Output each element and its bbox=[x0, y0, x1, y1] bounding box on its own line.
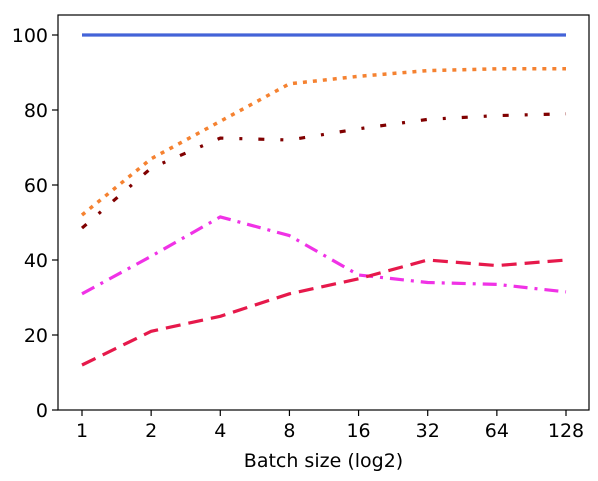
y-tick-label: 0 bbox=[36, 400, 48, 422]
y-tick-label: 60 bbox=[24, 175, 48, 197]
series-line-4 bbox=[81, 215, 567, 296]
x-tick-label: 16 bbox=[346, 420, 370, 442]
series-line-2 bbox=[80, 67, 566, 217]
x-axis: 1 2 4 8 16 32 64 128 bbox=[76, 410, 584, 442]
series-layer bbox=[80, 33, 567, 367]
y-tick-label: 80 bbox=[24, 100, 48, 122]
series-line-5 bbox=[81, 258, 567, 367]
y-axis: 0 20 40 60 80 100 bbox=[12, 25, 58, 422]
x-tick-label: 2 bbox=[145, 420, 157, 442]
series-line-3 bbox=[80, 112, 567, 230]
y-tick-label: 20 bbox=[24, 325, 48, 347]
x-tick-label: 64 bbox=[485, 420, 509, 442]
x-tick-label: 4 bbox=[214, 420, 226, 442]
y-tick-label: 40 bbox=[24, 250, 48, 272]
x-tick-label: 8 bbox=[283, 420, 295, 442]
plot-frame bbox=[57, 14, 590, 411]
x-tick-label: 32 bbox=[416, 420, 440, 442]
x-tick-label: 128 bbox=[548, 420, 584, 442]
x-axis-title: Batch size (log2) bbox=[244, 450, 403, 472]
x-tick-label: 1 bbox=[76, 420, 88, 442]
y-tick-label: 100 bbox=[12, 25, 48, 47]
